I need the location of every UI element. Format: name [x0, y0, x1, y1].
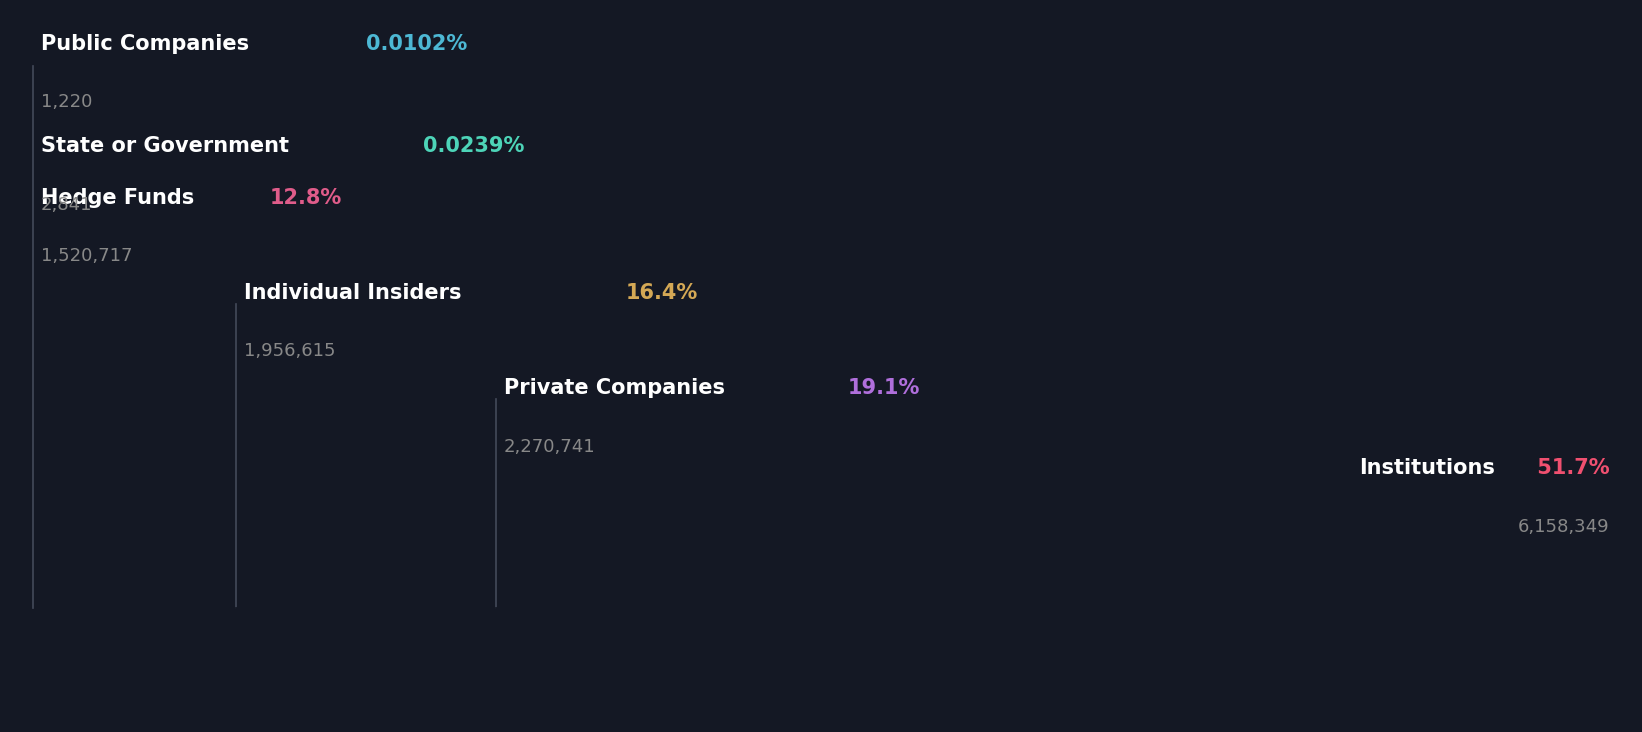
Text: 1,220: 1,220	[41, 94, 92, 111]
Text: 51.7%: 51.7%	[1530, 458, 1609, 479]
Text: 0.0102%: 0.0102%	[366, 34, 466, 54]
Bar	[236, 608, 496, 703]
Bar	[798, 608, 1617, 703]
Text: 19.1%: 19.1%	[847, 378, 920, 398]
Bar	[33, 608, 236, 703]
Text: Public Companies: Public Companies	[41, 34, 256, 54]
Text: Individual Insiders: Individual Insiders	[245, 283, 468, 303]
Text: Hedge Funds: Hedge Funds	[41, 187, 202, 208]
Text: 16.4%: 16.4%	[626, 283, 698, 303]
Text: 0.0239%: 0.0239%	[424, 136, 524, 157]
Text: 2,270,741: 2,270,741	[504, 438, 596, 455]
Bar	[496, 608, 798, 703]
Text: 1,520,717: 1,520,717	[41, 247, 133, 265]
Text: State or Government: State or Government	[41, 136, 296, 157]
Text: 6,158,349: 6,158,349	[1517, 518, 1609, 536]
Text: 1,956,615: 1,956,615	[245, 343, 335, 360]
Text: Private Companies: Private Companies	[504, 378, 732, 398]
Text: 2,841: 2,841	[41, 196, 92, 214]
Text: 12.8%: 12.8%	[269, 187, 343, 208]
Text: Institutions: Institutions	[1360, 458, 1494, 479]
